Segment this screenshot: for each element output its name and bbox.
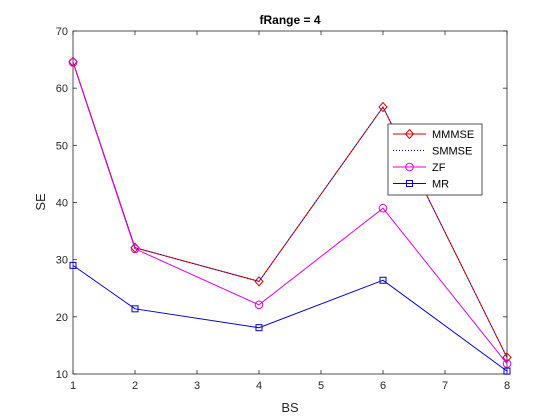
legend-item-zf: ZF (393, 162, 446, 174)
x-tick-label: 2 (132, 380, 138, 392)
legend-label-mr: MR (432, 179, 449, 191)
y-tick-label: 60 (56, 83, 68, 95)
legend-marker-mmmse (404, 128, 415, 140)
series-line-mr (72, 264, 508, 372)
series-smmse (72, 61, 508, 358)
data-point-zf (130, 244, 140, 254)
y-tick-label: 40 (56, 198, 68, 210)
data-point-mr (255, 324, 263, 332)
legend-label-smmse: SMMSE (432, 146, 472, 158)
x-axis-label: BS (281, 400, 299, 415)
y-tick-label: 30 (56, 255, 68, 267)
legend: MMMSE SMMSE ZF MR (387, 123, 483, 196)
data-point-zf (502, 359, 512, 369)
chart-title: fRange = 4 (259, 13, 320, 27)
x-tick-label: 8 (504, 380, 510, 392)
data-point-mr (131, 305, 139, 313)
data-point-zf (254, 300, 264, 310)
x-tick-label: 6 (380, 380, 386, 392)
legend-item-mmmse: MMMSE (393, 128, 474, 141)
x-tick-label: 1 (70, 380, 76, 392)
x-tick-label: 7 (442, 380, 448, 392)
data-point-mmmse (378, 101, 388, 113)
x-tick-label: 5 (318, 380, 324, 392)
series-line-smmse (72, 61, 508, 358)
data-point-zf (68, 58, 78, 67)
legend-label-zf: ZF (432, 162, 446, 174)
data-point-mr (379, 276, 387, 284)
series-zf (68, 58, 512, 369)
y-tick-label: 20 (56, 312, 68, 324)
legend-item-smmse: SMMSE (393, 146, 472, 158)
series-line-zf (72, 62, 508, 365)
x-tick-label: 3 (194, 380, 200, 392)
data-point-mr (503, 367, 511, 375)
y-axis-label: SE (33, 193, 48, 211)
series-mr (69, 261, 511, 375)
plot-area (72, 30, 508, 375)
x-tick-label: 4 (256, 380, 262, 392)
axis-ticks: 1 2 3 4 5 6 7 8 10 20 30 40 50 60 70 (56, 26, 510, 392)
legend-item-mr: MR (393, 179, 449, 191)
legend-marker-zf (405, 162, 414, 172)
data-point-mr (69, 261, 77, 269)
y-tick-label: 50 (56, 140, 68, 152)
y-tick-label: 70 (56, 26, 68, 38)
y-tick-label: 10 (56, 369, 68, 381)
data-point-zf (378, 203, 388, 213)
legend-marker-mr (406, 180, 413, 187)
legend-label-mmmse: MMMSE (432, 129, 474, 141)
data-point-mmmse (254, 276, 264, 287)
data-point-mmmse (502, 352, 512, 363)
